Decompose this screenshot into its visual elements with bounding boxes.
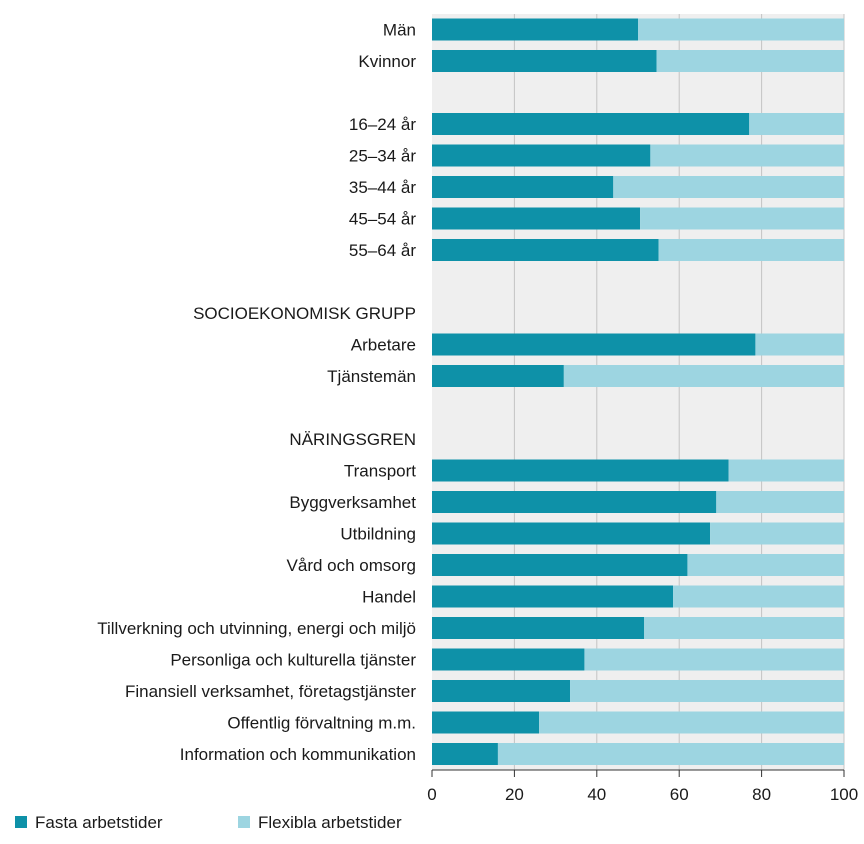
bar-fasta [432,113,750,135]
x-tick-label: 20 [505,785,524,804]
bar-flexibla [755,333,844,356]
bar-fasta [432,648,585,671]
category-label: Handel [362,588,416,607]
category-label: 25–34 år [349,147,416,166]
bar-flexibla [584,648,844,671]
bar-flexibla [728,459,844,482]
bar-flexibla [613,176,844,198]
category-label: Tjänstemän [327,367,416,386]
plot-background [432,14,844,770]
category-label: Offentlig förvaltning m.m. [227,714,416,733]
bar-flexibla [640,207,844,230]
bar-flexibla [749,113,844,135]
bar-fasta [432,207,641,230]
category-label: Transport [344,462,416,481]
x-tick-label: 0 [427,785,436,804]
bar-fasta [432,554,688,576]
category-label: 16–24 år [349,115,416,134]
category-label: Män [383,21,416,40]
bar-fasta [432,617,645,639]
group-heading: NÄRINGSGREN [289,430,416,449]
bar-flexibla [497,743,844,765]
bar-fasta [432,18,638,41]
bar-flexibla [570,680,844,702]
legend-label: Fasta arbetstider [35,813,163,832]
bar-flexibla [650,144,844,167]
bar-flexibla [658,239,844,261]
x-tick-label: 40 [587,785,606,804]
category-label: Kvinnor [358,52,416,71]
bar-flexibla [673,585,844,608]
bar-flexibla [644,617,844,639]
group-heading: SOCIOEKONOMISK GRUPP [193,304,416,323]
bar-fasta [432,239,659,261]
legend-swatch [238,816,250,828]
category-label: Information och kommunikation [180,745,416,764]
category-label: Personliga och kulturella tjänster [170,651,416,670]
bar-flexibla [638,18,844,41]
bar-fasta [432,459,729,482]
bar-fasta [432,522,711,545]
x-tick-label: 100 [830,785,858,804]
category-label: 35–44 år [349,178,416,197]
legend-label: Flexibla arbetstider [258,813,402,832]
bar-fasta [432,680,571,702]
bar-fasta [432,144,651,167]
bar-fasta [432,711,540,734]
x-tick-label: 60 [670,785,689,804]
bar-fasta [432,176,614,198]
bar-fasta [432,333,756,356]
category-label: Tillverkning och utvinning, energi och m… [97,619,416,638]
bar-fasta [432,743,498,765]
category-label: Byggverksamhet [289,493,416,512]
bar-flexibla [710,522,844,545]
bar-flexibla [539,711,844,734]
x-tick-label: 80 [752,785,771,804]
category-label: Arbetare [351,336,416,355]
category-label: 45–54 år [349,210,416,229]
bar-flexibla [656,50,844,72]
bar-flexibla [716,491,844,513]
bar-flexibla [563,365,844,387]
bar-fasta [432,585,674,608]
category-label: Vård och omsorg [287,556,416,575]
category-label: 55–64 år [349,241,416,260]
bar-fasta [432,50,657,72]
category-label: Finansiell verksamhet, företagstjänster [125,682,416,701]
category-label: Utbildning [340,525,416,544]
legend-swatch [15,816,27,828]
bar-flexibla [687,554,844,576]
bar-fasta [432,365,564,387]
bar-fasta [432,491,717,513]
